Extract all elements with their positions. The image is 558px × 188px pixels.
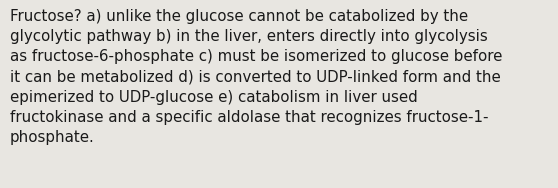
Text: Fructose? a) unlike the glucose cannot be catabolized by the
glycolytic pathway : Fructose? a) unlike the glucose cannot b… bbox=[10, 9, 502, 145]
